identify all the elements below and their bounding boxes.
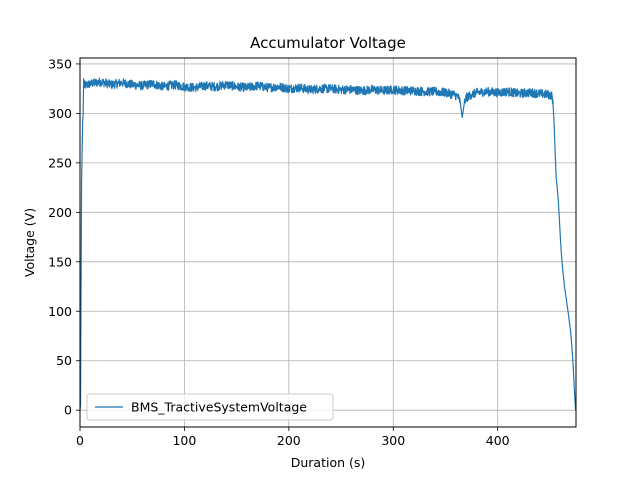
grid [79, 58, 576, 427]
series-line-0 [80, 77, 576, 411]
y-tick-label: 350 [48, 56, 72, 71]
legend-entry-label: BMS_TractiveSystemVoltage [131, 400, 307, 415]
legend: BMS_TractiveSystemVoltage [86, 393, 334, 421]
x-tick-label: 400 [486, 433, 510, 448]
y-tick-label: 50 [56, 353, 72, 368]
y-axis-label: Voltage (V) [22, 208, 37, 277]
x-axis-label: Duration (s) [291, 455, 366, 470]
y-tick-label: 0 [64, 403, 72, 418]
x-tick-label: 200 [277, 433, 301, 448]
series-layer [80, 77, 576, 411]
y-tick-label: 250 [48, 155, 72, 170]
x-tick-label: 300 [381, 433, 405, 448]
legend-box [86, 393, 334, 421]
chart-title: Accumulator Voltage [250, 34, 406, 52]
x-tick-label: 0 [76, 433, 84, 448]
y-tick-label: 300 [48, 106, 72, 121]
y-tick-label: 150 [48, 254, 72, 269]
y-tick-label: 100 [48, 304, 72, 319]
axis-ticks: 0 100 200 300 400 0 50 100 150 200 250 300 350 [48, 56, 510, 448]
y-tick-label: 200 [48, 205, 72, 220]
plot-area-frame [79, 57, 577, 428]
x-tick-label: 100 [172, 433, 196, 448]
